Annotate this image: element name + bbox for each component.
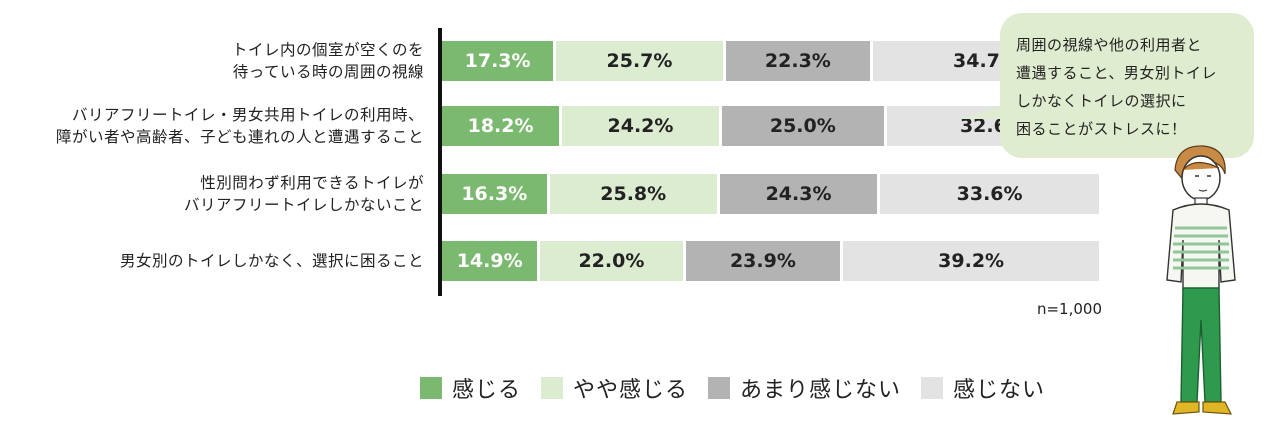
bar-segment: 22.0% — [540, 241, 683, 281]
data-label: 23.9% — [729, 250, 796, 272]
legend-swatch — [708, 377, 731, 399]
bar-segment: 24.2% — [562, 106, 719, 146]
bar-segment: 23.9% — [685, 241, 841, 281]
sample-size-note: n=1,000 — [1036, 300, 1102, 318]
bar-segment: 17.3% — [442, 41, 554, 81]
bar-segment: 22.3% — [725, 41, 870, 81]
callout-line: 周囲の視線や他の利用者と — [1016, 36, 1203, 54]
data-label: 22.0% — [578, 250, 645, 272]
data-label: 18.2% — [467, 115, 534, 137]
bar-segment: 33.6% — [880, 174, 1099, 214]
bar-segment: 25.8% — [549, 174, 717, 214]
data-label: 17.3% — [464, 50, 531, 72]
legend-item: あまり感じない — [708, 372, 901, 404]
callout-bubble: 周囲の視線や他の利用者と 遭遇すること、男女別トイレ しかなくトイレの選択に 困ること… — [1000, 13, 1254, 158]
category-label-line: 男女別のトイレしかなく、選択に困ること — [119, 252, 424, 270]
bar-segment: 25.0% — [721, 106, 884, 146]
legend-label: 感じる — [452, 378, 522, 403]
callout-line: 遭遇すること、男女別トイレ — [1016, 64, 1217, 82]
category-axis-line — [438, 28, 442, 296]
legend-label: 感じない — [953, 378, 1046, 403]
category-label: 性別問わず利用できるトイレがバリアフリートイレしかないこと — [4, 172, 424, 216]
legend-swatch — [921, 377, 944, 399]
callout-text: 周囲の視線や他の利用者と 遭遇すること、男女別トイレ しかなくトイレの選択に 困ること… — [1016, 31, 1240, 143]
data-label: 24.2% — [607, 115, 674, 137]
legend-swatch — [541, 377, 564, 399]
legend-label: やや感じる — [573, 378, 689, 403]
data-label: 14.9% — [456, 250, 523, 272]
data-label: 22.3% — [764, 50, 831, 72]
callout-line: しかなくトイレの選択に — [1016, 92, 1187, 110]
category-label-line: 障がい者や高齢者、子ども連れの人と遭遇すること — [55, 128, 424, 146]
legend-item: 感じない — [921, 372, 1045, 404]
bar-segment: 25.7% — [556, 41, 723, 81]
bar-segment: 39.2% — [843, 241, 1099, 281]
legend-swatch — [420, 377, 442, 399]
legend: 感じる やや感じる あまり感じない 感じない — [420, 372, 1045, 404]
legend-label: あまり感じない — [740, 378, 902, 403]
category-label: 男女別のトイレしかなく、選択に困ること — [4, 250, 424, 272]
category-label-line: 性別問わず利用できるトイレが — [200, 174, 424, 192]
category-label-line: トイレ内の個室が空くのを — [231, 41, 424, 59]
data-label: 25.0% — [769, 115, 836, 137]
category-label-line: バリアフリートイレ・男女共用トイレの利用時、 — [71, 106, 424, 124]
category-label-line: 待っている時の周囲の視線 — [232, 63, 424, 81]
bar-segment: 16.3% — [442, 174, 547, 214]
category-label: バリアフリートイレ・男女共用トイレの利用時、障がい者や高齢者、子ども連れの人と遭… — [4, 104, 424, 148]
callout-tail — [960, 105, 1006, 119]
category-label-line: バリアフリートイレしかないこと — [183, 196, 424, 214]
callout-line: 困ることがストレスに！ — [1016, 120, 1187, 138]
data-label: 39.2% — [938, 250, 1005, 272]
data-label: 25.7% — [606, 50, 673, 72]
bar-segment: 18.2% — [442, 106, 560, 146]
category-label: トイレ内の個室が空くのを 待っている時の周囲の視線 — [4, 39, 424, 83]
bar-segment: 14.9% — [442, 241, 538, 281]
data-label: 33.6% — [956, 183, 1023, 205]
data-label: 16.3% — [461, 183, 528, 205]
bar-segment: 24.3% — [719, 174, 878, 214]
data-label: 24.3% — [765, 183, 832, 205]
legend-item: やや感じる — [541, 372, 688, 404]
legend-item: 感じる — [420, 372, 521, 404]
data-label: 25.8% — [600, 183, 667, 205]
person-figure-icon — [1166, 145, 1236, 415]
